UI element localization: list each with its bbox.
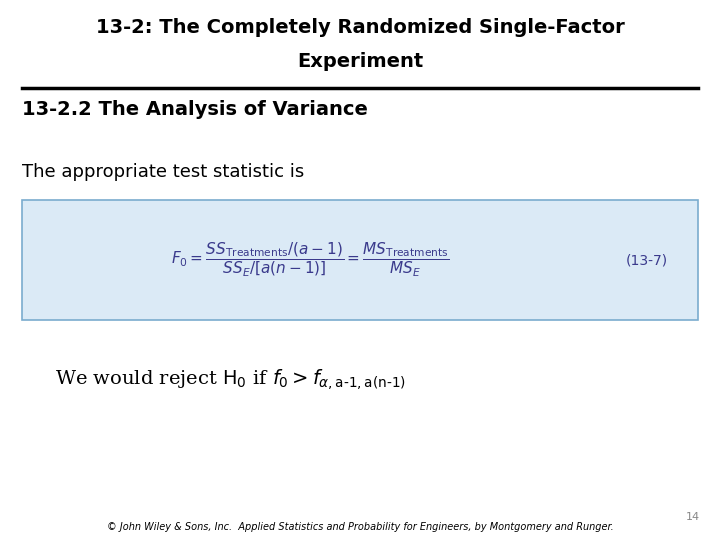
FancyBboxPatch shape <box>22 200 698 320</box>
Text: 13-2: The Completely Randomized Single-Factor: 13-2: The Completely Randomized Single-F… <box>96 18 624 37</box>
Text: © John Wiley & Sons, Inc.  Applied Statistics and Probability for Engineers, by : © John Wiley & Sons, Inc. Applied Statis… <box>107 522 613 532</box>
Text: We would reject $\mathrm{H}_0$ if $f_0 > f_{\alpha,\mathrm{a\text{-}1,a(n\text{-: We would reject $\mathrm{H}_0$ if $f_0 >… <box>55 368 406 392</box>
Text: 14: 14 <box>686 512 700 522</box>
Text: 13-2.2 The Analysis of Variance: 13-2.2 The Analysis of Variance <box>22 100 368 119</box>
Text: $F_0 = \dfrac{SS_{\mathrm{Treatments}}/(a-1)}{SS_E/[a(n-1)]} = \dfrac{MS_{\mathr: $F_0 = \dfrac{SS_{\mathrm{Treatments}}/(… <box>171 241 449 279</box>
Text: Experiment: Experiment <box>297 52 423 71</box>
Text: (13-7): (13-7) <box>626 253 668 267</box>
Text: The appropriate test statistic is: The appropriate test statistic is <box>22 163 305 181</box>
